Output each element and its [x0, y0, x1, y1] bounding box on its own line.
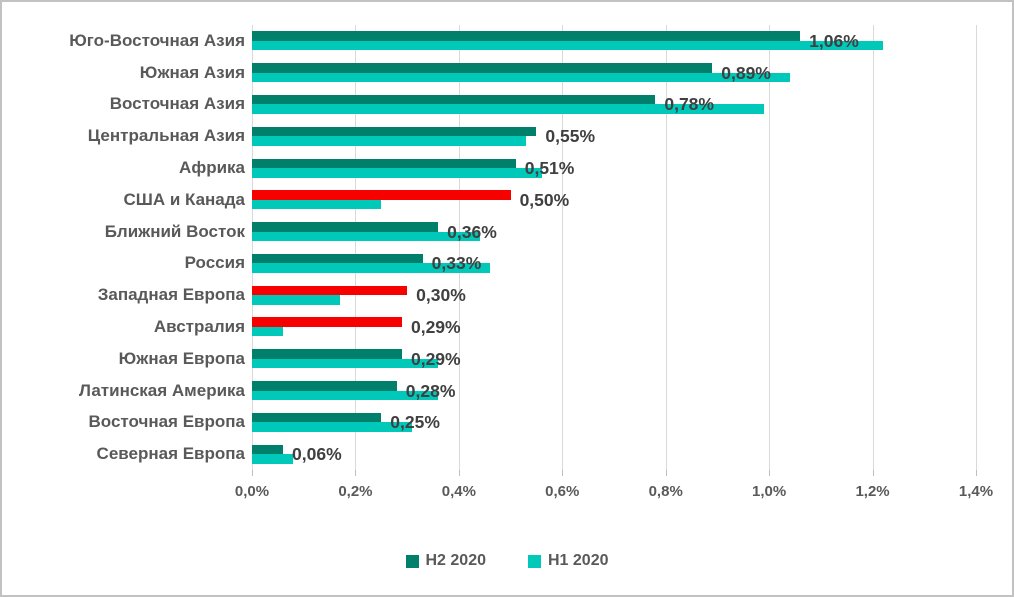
value-label: 0,28%	[405, 380, 456, 401]
value-label: 0,55%	[545, 126, 596, 147]
bar-h2-2020	[252, 285, 408, 296]
category-label: Центральная Азия	[87, 126, 245, 146]
legend-item-h2-2020: H2 2020	[405, 552, 487, 570]
value-label: 0,50%	[519, 189, 570, 210]
value-label: 0,78%	[664, 94, 714, 115]
legend-swatch-h1-icon	[528, 554, 541, 568]
bar-h2-2020	[252, 158, 516, 169]
bar-h2-2020	[252, 126, 537, 137]
value-label: 0,25%	[390, 412, 440, 433]
gridline	[252, 25, 253, 470]
legend-swatch-h2-icon	[405, 554, 419, 568]
value-label: 0,30%	[416, 285, 466, 306]
bar-h2-2020	[252, 31, 801, 41]
bar-h1-2020	[252, 136, 527, 146]
value-label: 0,06%	[292, 444, 342, 465]
x-tick-label: 0,6%	[545, 483, 580, 500]
bar-h1-2020	[252, 358, 439, 369]
x-tick-label: 1,0%	[752, 483, 787, 500]
x-tick-label: 0,4%	[441, 483, 476, 500]
category-label: Ближний Восток	[104, 221, 245, 241]
gridline	[355, 25, 357, 470]
bar-h1-2020	[252, 390, 439, 401]
value-label: 0,36%	[447, 221, 497, 242]
bar-h1-2020	[252, 422, 413, 432]
x-axis-tick	[872, 470, 874, 476]
x-tick-label: 1,4%	[958, 483, 994, 500]
bar-h2-2020	[252, 317, 402, 327]
x-tick-label: 0,0%	[234, 483, 270, 500]
category-label: Южная Европа	[118, 348, 245, 368]
category-label: Южная Азия	[139, 62, 245, 82]
bar-h1-2020	[252, 199, 382, 210]
x-tick-label: 0,8%	[648, 483, 683, 500]
x-axis-tick	[665, 470, 667, 476]
bar-h1-2020	[252, 40, 883, 51]
gridline	[976, 25, 977, 470]
bar-h2-2020	[252, 412, 382, 423]
category-label: Западная Европа	[97, 285, 245, 305]
bar-h2-2020	[252, 349, 402, 359]
x-tick-label: 0,2%	[338, 483, 373, 500]
x-axis-tick	[976, 470, 977, 476]
gridline	[562, 25, 564, 470]
legend-label-h1: H1 2020	[548, 552, 609, 569]
x-tick-label: 1,2%	[855, 483, 890, 500]
category-label: Восточная Азия	[109, 94, 245, 114]
category-label: США и Канада	[123, 189, 245, 209]
bar-h1-2020	[252, 263, 490, 273]
category-label: Восточная Европа	[88, 412, 245, 432]
bar-h1-2020	[252, 104, 764, 114]
value-label: 0,89%	[721, 62, 771, 83]
bar-h2-2020	[252, 63, 713, 73]
x-axis-tick	[562, 470, 564, 476]
value-label: 0,29%	[410, 348, 461, 369]
value-label: 0,33%	[431, 253, 482, 274]
bar-h1-2020	[252, 231, 480, 242]
bar-h1-2020	[252, 326, 284, 337]
category-label: Австралия	[153, 316, 245, 336]
category-label: Юго-Восточная Азия	[69, 30, 245, 50]
gridline	[872, 25, 874, 470]
category-label: Россия	[184, 253, 245, 273]
bar-h1-2020	[252, 168, 542, 178]
gridline	[769, 25, 771, 470]
value-label: 1,06%	[809, 30, 859, 51]
legend-item-h1-2020: H1 2020	[528, 552, 609, 570]
x-axis-tick	[355, 470, 357, 476]
bar-h2-2020	[252, 444, 284, 455]
gridline	[458, 25, 460, 470]
x-axis-tick	[458, 470, 460, 476]
bar-h2-2020	[252, 94, 656, 105]
category-label: Африка	[179, 158, 245, 178]
bar-h1-2020	[252, 295, 340, 305]
bar-h2-2020	[252, 253, 423, 264]
category-label: Латинская Америка	[78, 380, 245, 400]
bar-h1-2020	[252, 454, 294, 464]
legend-label-h2: H2 2020	[425, 552, 487, 569]
x-axis-tick	[769, 470, 771, 476]
bar-h2-2020	[252, 381, 397, 391]
legend: H2 2020 H1 2020	[2, 552, 1012, 570]
category-label: Северная Европа	[96, 444, 245, 464]
value-label: 0,51%	[524, 158, 575, 179]
gridline	[665, 25, 667, 470]
x-axis-tick	[252, 470, 253, 476]
bar-h2-2020	[252, 190, 511, 200]
bar-h1-2020	[252, 72, 790, 83]
value-label: 0,29%	[410, 316, 461, 337]
bar-h2-2020	[252, 222, 439, 232]
